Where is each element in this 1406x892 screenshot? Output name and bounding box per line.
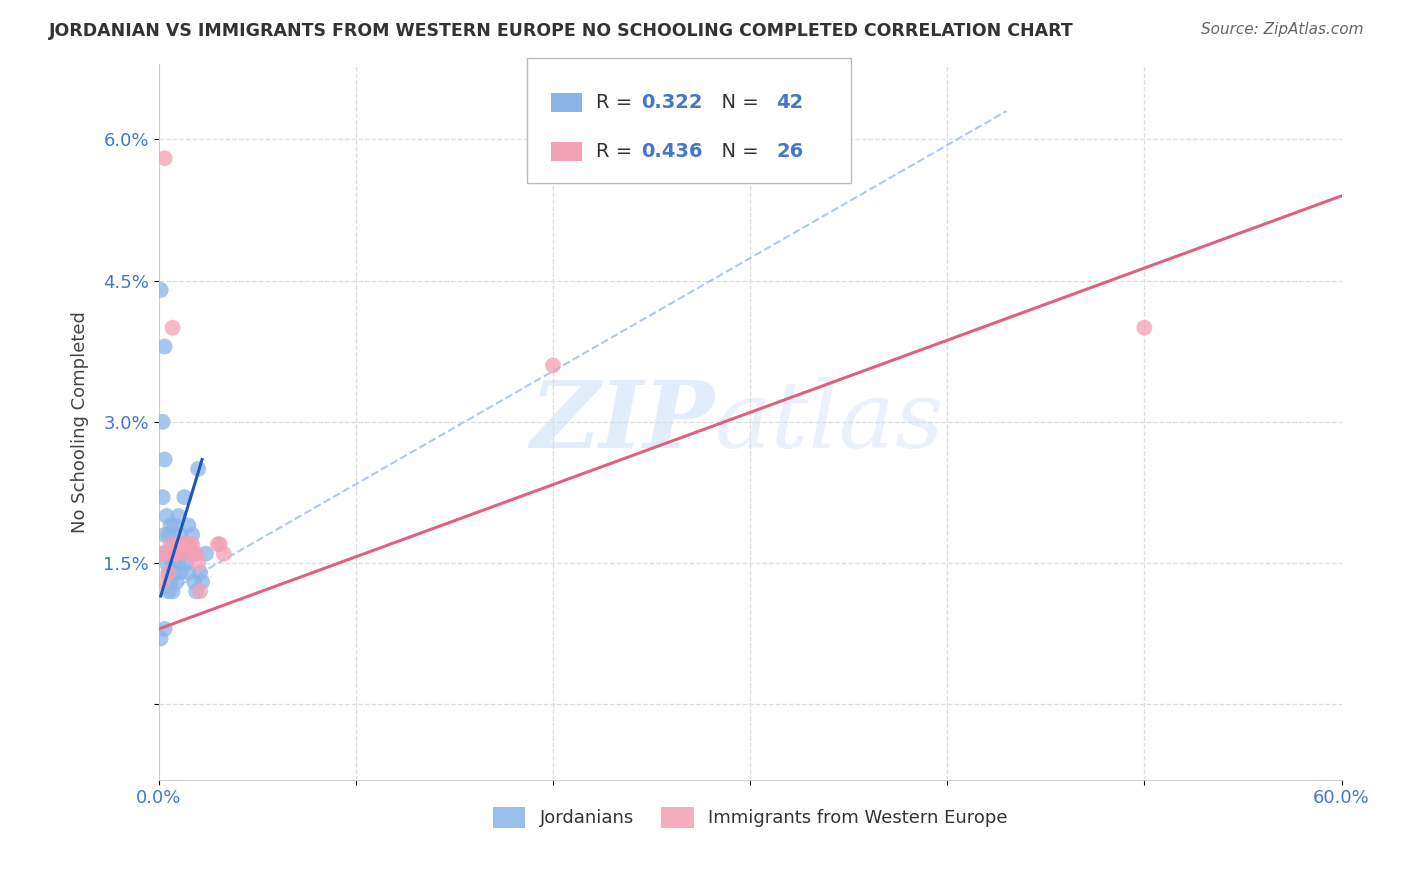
Text: 26: 26 bbox=[776, 142, 803, 161]
Point bbox=[157, 566, 180, 580]
Point bbox=[153, 528, 176, 542]
Text: 42: 42 bbox=[776, 93, 803, 112]
Legend: Jordanians, Immigrants from Western Europe: Jordanians, Immigrants from Western Euro… bbox=[485, 800, 1015, 835]
Point bbox=[167, 537, 190, 551]
Point bbox=[162, 320, 184, 334]
Point bbox=[188, 566, 211, 580]
Point bbox=[156, 547, 179, 561]
Point bbox=[152, 574, 174, 589]
Point bbox=[162, 537, 184, 551]
Point bbox=[163, 547, 186, 561]
Point bbox=[163, 566, 186, 580]
Point bbox=[152, 547, 174, 561]
Point bbox=[157, 584, 180, 599]
Text: 0.322: 0.322 bbox=[641, 93, 703, 112]
Point bbox=[159, 547, 181, 561]
Point bbox=[179, 547, 201, 561]
Point bbox=[188, 584, 211, 599]
Point bbox=[183, 547, 205, 561]
Point bbox=[195, 547, 218, 561]
Point bbox=[153, 339, 176, 353]
Point bbox=[207, 537, 229, 551]
Point bbox=[152, 415, 174, 429]
Point bbox=[1133, 320, 1156, 334]
Point bbox=[157, 566, 180, 580]
Point bbox=[173, 537, 195, 551]
Point bbox=[179, 537, 201, 551]
Point bbox=[187, 556, 209, 570]
Point bbox=[186, 584, 208, 599]
Point bbox=[173, 537, 195, 551]
Point bbox=[177, 537, 200, 551]
Point bbox=[159, 518, 181, 533]
Text: ZIP: ZIP bbox=[530, 376, 714, 467]
Point bbox=[183, 574, 205, 589]
Point bbox=[162, 556, 184, 570]
Point bbox=[149, 547, 172, 561]
Point bbox=[167, 508, 190, 523]
Point bbox=[177, 566, 200, 580]
Text: atlas: atlas bbox=[714, 376, 945, 467]
Point bbox=[162, 547, 184, 561]
Y-axis label: No Schooling Completed: No Schooling Completed bbox=[72, 311, 89, 533]
Point bbox=[153, 452, 176, 467]
Text: R =: R = bbox=[596, 142, 638, 161]
Point bbox=[176, 547, 198, 561]
Point bbox=[159, 537, 181, 551]
Text: N =: N = bbox=[709, 93, 765, 112]
Point bbox=[166, 547, 188, 561]
Point bbox=[149, 283, 172, 297]
Text: 0.436: 0.436 bbox=[641, 142, 703, 161]
Point bbox=[172, 547, 194, 561]
Point bbox=[166, 547, 188, 561]
Point bbox=[162, 584, 184, 599]
Point bbox=[191, 574, 214, 589]
Point bbox=[159, 574, 181, 589]
Point bbox=[163, 518, 186, 533]
Point bbox=[152, 490, 174, 504]
Point bbox=[212, 547, 235, 561]
Point bbox=[156, 508, 179, 523]
Point bbox=[153, 151, 176, 165]
Point bbox=[166, 574, 188, 589]
Text: R =: R = bbox=[596, 93, 638, 112]
Text: Source: ZipAtlas.com: Source: ZipAtlas.com bbox=[1201, 22, 1364, 37]
Point bbox=[187, 462, 209, 476]
Point bbox=[169, 566, 191, 580]
Point bbox=[541, 359, 564, 373]
Point bbox=[173, 490, 195, 504]
Point bbox=[156, 556, 179, 570]
Text: JORDANIAN VS IMMIGRANTS FROM WESTERN EUROPE NO SCHOOLING COMPLETED CORRELATION C: JORDANIAN VS IMMIGRANTS FROM WESTERN EUR… bbox=[49, 22, 1074, 40]
Point bbox=[177, 518, 200, 533]
Text: N =: N = bbox=[709, 142, 765, 161]
Point bbox=[181, 528, 204, 542]
Point bbox=[186, 547, 208, 561]
Point bbox=[169, 528, 191, 542]
Point bbox=[169, 537, 191, 551]
Point bbox=[157, 528, 180, 542]
Point bbox=[176, 556, 198, 570]
Point bbox=[167, 556, 190, 570]
Point bbox=[208, 537, 231, 551]
Point bbox=[181, 537, 204, 551]
Point bbox=[149, 632, 172, 646]
Point bbox=[153, 622, 176, 636]
